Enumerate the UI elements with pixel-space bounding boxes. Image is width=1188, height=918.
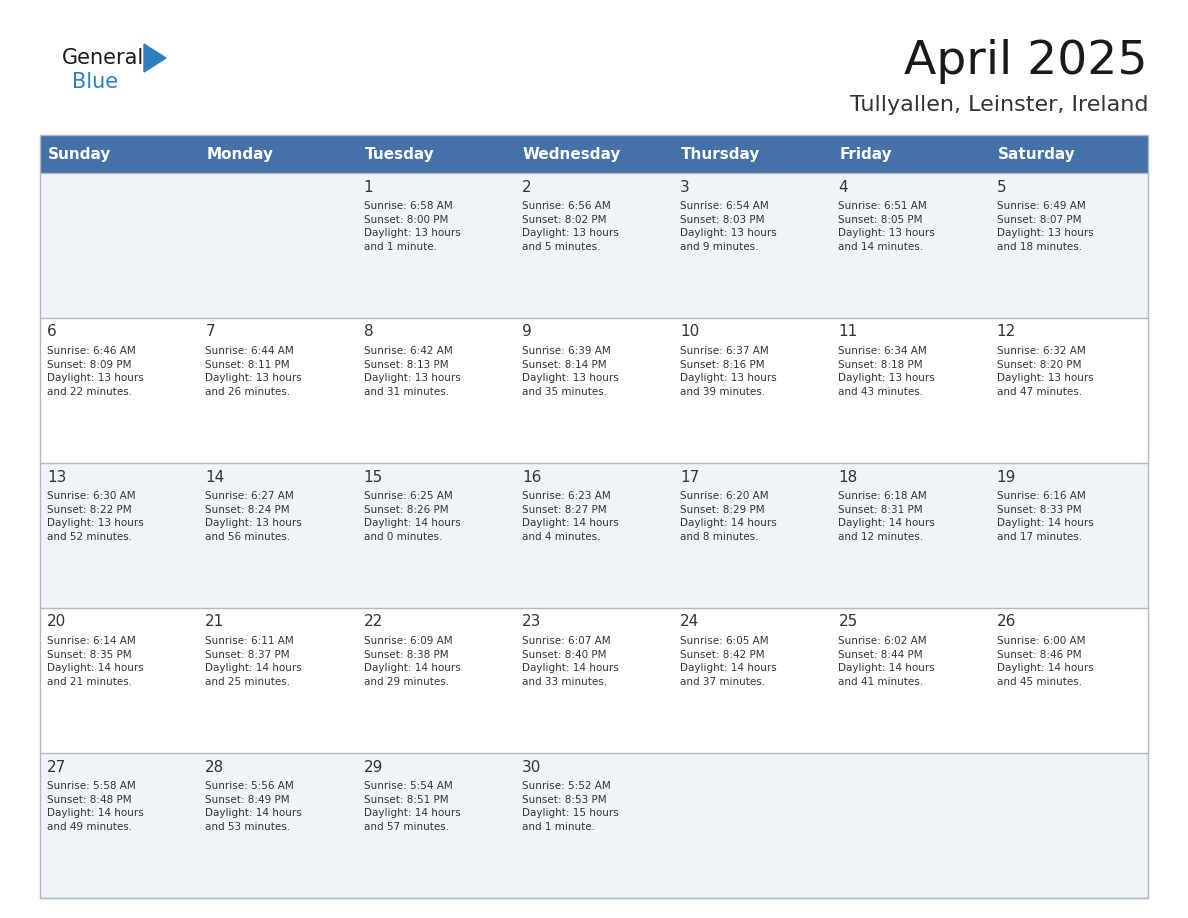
Text: April 2025: April 2025 (904, 39, 1148, 84)
Text: Sunrise: 6:44 AM
Sunset: 8:11 PM
Daylight: 13 hours
and 26 minutes.: Sunrise: 6:44 AM Sunset: 8:11 PM Dayligh… (206, 346, 302, 397)
Text: 17: 17 (681, 469, 700, 485)
Text: Friday: Friday (840, 147, 892, 162)
Text: 24: 24 (681, 614, 700, 630)
Text: 10: 10 (681, 324, 700, 340)
Text: 5: 5 (997, 180, 1006, 195)
Bar (40, 608, 1148, 753)
Bar (40, 753, 1148, 898)
Text: Sunrise: 6:54 AM
Sunset: 8:03 PM
Daylight: 13 hours
and 9 minutes.: Sunrise: 6:54 AM Sunset: 8:03 PM Dayligh… (681, 201, 777, 252)
Text: 26: 26 (997, 614, 1016, 630)
Text: 19: 19 (997, 469, 1016, 485)
Text: Sunrise: 6:27 AM
Sunset: 8:24 PM
Daylight: 13 hours
and 56 minutes.: Sunrise: 6:27 AM Sunset: 8:24 PM Dayligh… (206, 491, 302, 542)
Text: 23: 23 (522, 614, 542, 630)
Text: 14: 14 (206, 469, 225, 485)
Text: Sunday: Sunday (48, 147, 112, 162)
Text: 3: 3 (681, 180, 690, 195)
Text: 9: 9 (522, 324, 531, 340)
Text: 1: 1 (364, 180, 373, 195)
Text: Sunrise: 6:11 AM
Sunset: 8:37 PM
Daylight: 14 hours
and 25 minutes.: Sunrise: 6:11 AM Sunset: 8:37 PM Dayligh… (206, 636, 302, 687)
Bar (40, 135, 1148, 173)
Bar (40, 463, 1148, 608)
Text: 21: 21 (206, 614, 225, 630)
Text: 8: 8 (364, 324, 373, 340)
Text: 2: 2 (522, 180, 531, 195)
Text: Sunrise: 6:46 AM
Sunset: 8:09 PM
Daylight: 13 hours
and 22 minutes.: Sunrise: 6:46 AM Sunset: 8:09 PM Dayligh… (48, 346, 144, 397)
Text: Sunrise: 6:02 AM
Sunset: 8:44 PM
Daylight: 14 hours
and 41 minutes.: Sunrise: 6:02 AM Sunset: 8:44 PM Dayligh… (839, 636, 935, 687)
Text: General: General (62, 48, 144, 68)
Text: Sunrise: 6:07 AM
Sunset: 8:40 PM
Daylight: 14 hours
and 33 minutes.: Sunrise: 6:07 AM Sunset: 8:40 PM Dayligh… (522, 636, 619, 687)
Text: Tuesday: Tuesday (365, 147, 435, 162)
Text: Tullyallen, Leinster, Ireland: Tullyallen, Leinster, Ireland (849, 95, 1148, 115)
Text: 30: 30 (522, 759, 542, 775)
Text: 18: 18 (839, 469, 858, 485)
Text: 4: 4 (839, 180, 848, 195)
Text: 6: 6 (48, 324, 57, 340)
Text: 22: 22 (364, 614, 383, 630)
Text: Wednesday: Wednesday (523, 147, 621, 162)
Text: Sunrise: 6:49 AM
Sunset: 8:07 PM
Daylight: 13 hours
and 18 minutes.: Sunrise: 6:49 AM Sunset: 8:07 PM Dayligh… (997, 201, 1093, 252)
Text: Sunrise: 6:18 AM
Sunset: 8:31 PM
Daylight: 14 hours
and 12 minutes.: Sunrise: 6:18 AM Sunset: 8:31 PM Dayligh… (839, 491, 935, 542)
Text: Sunrise: 6:09 AM
Sunset: 8:38 PM
Daylight: 14 hours
and 29 minutes.: Sunrise: 6:09 AM Sunset: 8:38 PM Dayligh… (364, 636, 460, 687)
Text: Sunrise: 6:39 AM
Sunset: 8:14 PM
Daylight: 13 hours
and 35 minutes.: Sunrise: 6:39 AM Sunset: 8:14 PM Dayligh… (522, 346, 619, 397)
Text: 29: 29 (364, 759, 383, 775)
Text: 13: 13 (48, 469, 67, 485)
Text: Sunrise: 6:37 AM
Sunset: 8:16 PM
Daylight: 13 hours
and 39 minutes.: Sunrise: 6:37 AM Sunset: 8:16 PM Dayligh… (681, 346, 777, 397)
Text: Sunrise: 6:56 AM
Sunset: 8:02 PM
Daylight: 13 hours
and 5 minutes.: Sunrise: 6:56 AM Sunset: 8:02 PM Dayligh… (522, 201, 619, 252)
Text: Sunrise: 6:34 AM
Sunset: 8:18 PM
Daylight: 13 hours
and 43 minutes.: Sunrise: 6:34 AM Sunset: 8:18 PM Dayligh… (839, 346, 935, 397)
Text: Saturday: Saturday (998, 147, 1075, 162)
Text: 11: 11 (839, 324, 858, 340)
Text: 28: 28 (206, 759, 225, 775)
Text: Sunrise: 6:42 AM
Sunset: 8:13 PM
Daylight: 13 hours
and 31 minutes.: Sunrise: 6:42 AM Sunset: 8:13 PM Dayligh… (364, 346, 460, 397)
Text: 12: 12 (997, 324, 1016, 340)
Text: Sunrise: 6:32 AM
Sunset: 8:20 PM
Daylight: 13 hours
and 47 minutes.: Sunrise: 6:32 AM Sunset: 8:20 PM Dayligh… (997, 346, 1093, 397)
Text: Sunrise: 6:25 AM
Sunset: 8:26 PM
Daylight: 14 hours
and 0 minutes.: Sunrise: 6:25 AM Sunset: 8:26 PM Dayligh… (364, 491, 460, 542)
Bar (40, 135, 1148, 898)
Text: Sunrise: 6:05 AM
Sunset: 8:42 PM
Daylight: 14 hours
and 37 minutes.: Sunrise: 6:05 AM Sunset: 8:42 PM Dayligh… (681, 636, 777, 687)
Text: Sunrise: 6:30 AM
Sunset: 8:22 PM
Daylight: 13 hours
and 52 minutes.: Sunrise: 6:30 AM Sunset: 8:22 PM Dayligh… (48, 491, 144, 542)
Text: 7: 7 (206, 324, 215, 340)
Text: 27: 27 (48, 759, 67, 775)
Text: Thursday: Thursday (681, 147, 760, 162)
Text: 20: 20 (48, 614, 67, 630)
Text: Sunrise: 5:54 AM
Sunset: 8:51 PM
Daylight: 14 hours
and 57 minutes.: Sunrise: 5:54 AM Sunset: 8:51 PM Dayligh… (364, 781, 460, 832)
Text: Sunrise: 6:58 AM
Sunset: 8:00 PM
Daylight: 13 hours
and 1 minute.: Sunrise: 6:58 AM Sunset: 8:00 PM Dayligh… (364, 201, 460, 252)
Text: Sunrise: 5:56 AM
Sunset: 8:49 PM
Daylight: 14 hours
and 53 minutes.: Sunrise: 5:56 AM Sunset: 8:49 PM Dayligh… (206, 781, 302, 832)
Bar (40, 173, 1148, 318)
Text: Sunrise: 5:52 AM
Sunset: 8:53 PM
Daylight: 15 hours
and 1 minute.: Sunrise: 5:52 AM Sunset: 8:53 PM Dayligh… (522, 781, 619, 832)
Text: Sunrise: 6:00 AM
Sunset: 8:46 PM
Daylight: 14 hours
and 45 minutes.: Sunrise: 6:00 AM Sunset: 8:46 PM Dayligh… (997, 636, 1093, 687)
Text: Sunrise: 6:20 AM
Sunset: 8:29 PM
Daylight: 14 hours
and 8 minutes.: Sunrise: 6:20 AM Sunset: 8:29 PM Dayligh… (681, 491, 777, 542)
Bar (40, 318, 1148, 463)
Text: Sunrise: 6:23 AM
Sunset: 8:27 PM
Daylight: 14 hours
and 4 minutes.: Sunrise: 6:23 AM Sunset: 8:27 PM Dayligh… (522, 491, 619, 542)
Text: Sunrise: 5:58 AM
Sunset: 8:48 PM
Daylight: 14 hours
and 49 minutes.: Sunrise: 5:58 AM Sunset: 8:48 PM Dayligh… (48, 781, 144, 832)
Text: Blue: Blue (72, 72, 118, 92)
Text: Sunrise: 6:51 AM
Sunset: 8:05 PM
Daylight: 13 hours
and 14 minutes.: Sunrise: 6:51 AM Sunset: 8:05 PM Dayligh… (839, 201, 935, 252)
Text: Sunrise: 6:16 AM
Sunset: 8:33 PM
Daylight: 14 hours
and 17 minutes.: Sunrise: 6:16 AM Sunset: 8:33 PM Dayligh… (997, 491, 1093, 542)
Text: 25: 25 (839, 614, 858, 630)
Text: 16: 16 (522, 469, 542, 485)
Polygon shape (144, 44, 166, 72)
Text: Monday: Monday (207, 147, 273, 162)
Text: Sunrise: 6:14 AM
Sunset: 8:35 PM
Daylight: 14 hours
and 21 minutes.: Sunrise: 6:14 AM Sunset: 8:35 PM Dayligh… (48, 636, 144, 687)
Text: 15: 15 (364, 469, 383, 485)
